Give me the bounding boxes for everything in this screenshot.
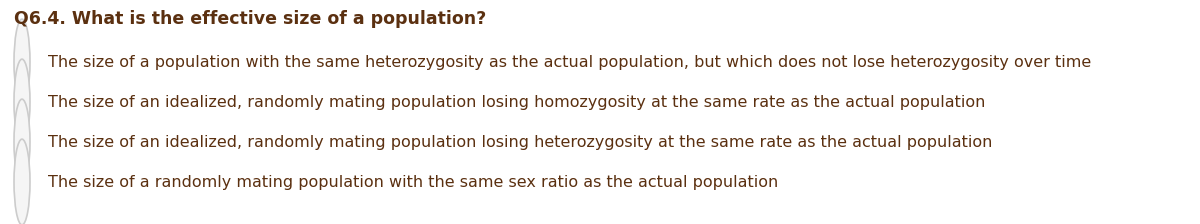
Text: The size of an idealized, randomly mating population losing homozygosity at the : The size of an idealized, randomly matin…: [48, 95, 985, 110]
Text: Q6.4. What is the effective size of a population?: Q6.4. What is the effective size of a po…: [14, 10, 486, 28]
Ellipse shape: [14, 139, 30, 224]
Ellipse shape: [14, 19, 30, 105]
Text: The size of a randomly mating population with the same sex ratio as the actual p: The size of a randomly mating population…: [48, 174, 779, 190]
Text: The size of an idealized, randomly mating population losing heterozygosity at th: The size of an idealized, randomly matin…: [48, 134, 992, 149]
Ellipse shape: [14, 99, 30, 185]
Text: The size of a population with the same heterozygosity as the actual population, : The size of a population with the same h…: [48, 54, 1091, 69]
Ellipse shape: [14, 59, 30, 145]
